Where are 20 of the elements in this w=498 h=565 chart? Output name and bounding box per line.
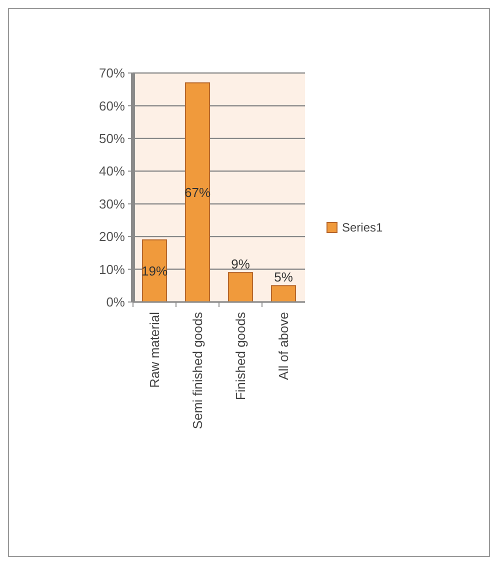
bar bbox=[184, 82, 210, 302]
y-tick-label: 50% bbox=[98, 130, 126, 146]
x-tick-label: Finished goods bbox=[233, 312, 248, 400]
y-tick-label: 40% bbox=[98, 164, 126, 179]
bar bbox=[142, 239, 168, 302]
bar bbox=[270, 285, 296, 302]
text: 19% bbox=[141, 263, 168, 278]
y-tick-label: 30% bbox=[98, 196, 126, 212]
text: 9% bbox=[231, 256, 250, 272]
x-tick-label: All of above bbox=[276, 312, 292, 380]
text: 5% bbox=[274, 270, 293, 285]
y-tick-label: 0% bbox=[106, 294, 126, 310]
bar bbox=[228, 272, 254, 302]
y-tick-label: 20% bbox=[98, 229, 126, 244]
x-tick-label: Semi finished goods bbox=[190, 312, 206, 430]
y-tick-label: 70% bbox=[98, 66, 126, 81]
y-tick-label: 60% bbox=[98, 98, 126, 114]
y-tick-label: 10% bbox=[98, 262, 126, 277]
legend-label: Series1 bbox=[342, 220, 384, 235]
x-tick-label: Raw material bbox=[147, 312, 162, 388]
